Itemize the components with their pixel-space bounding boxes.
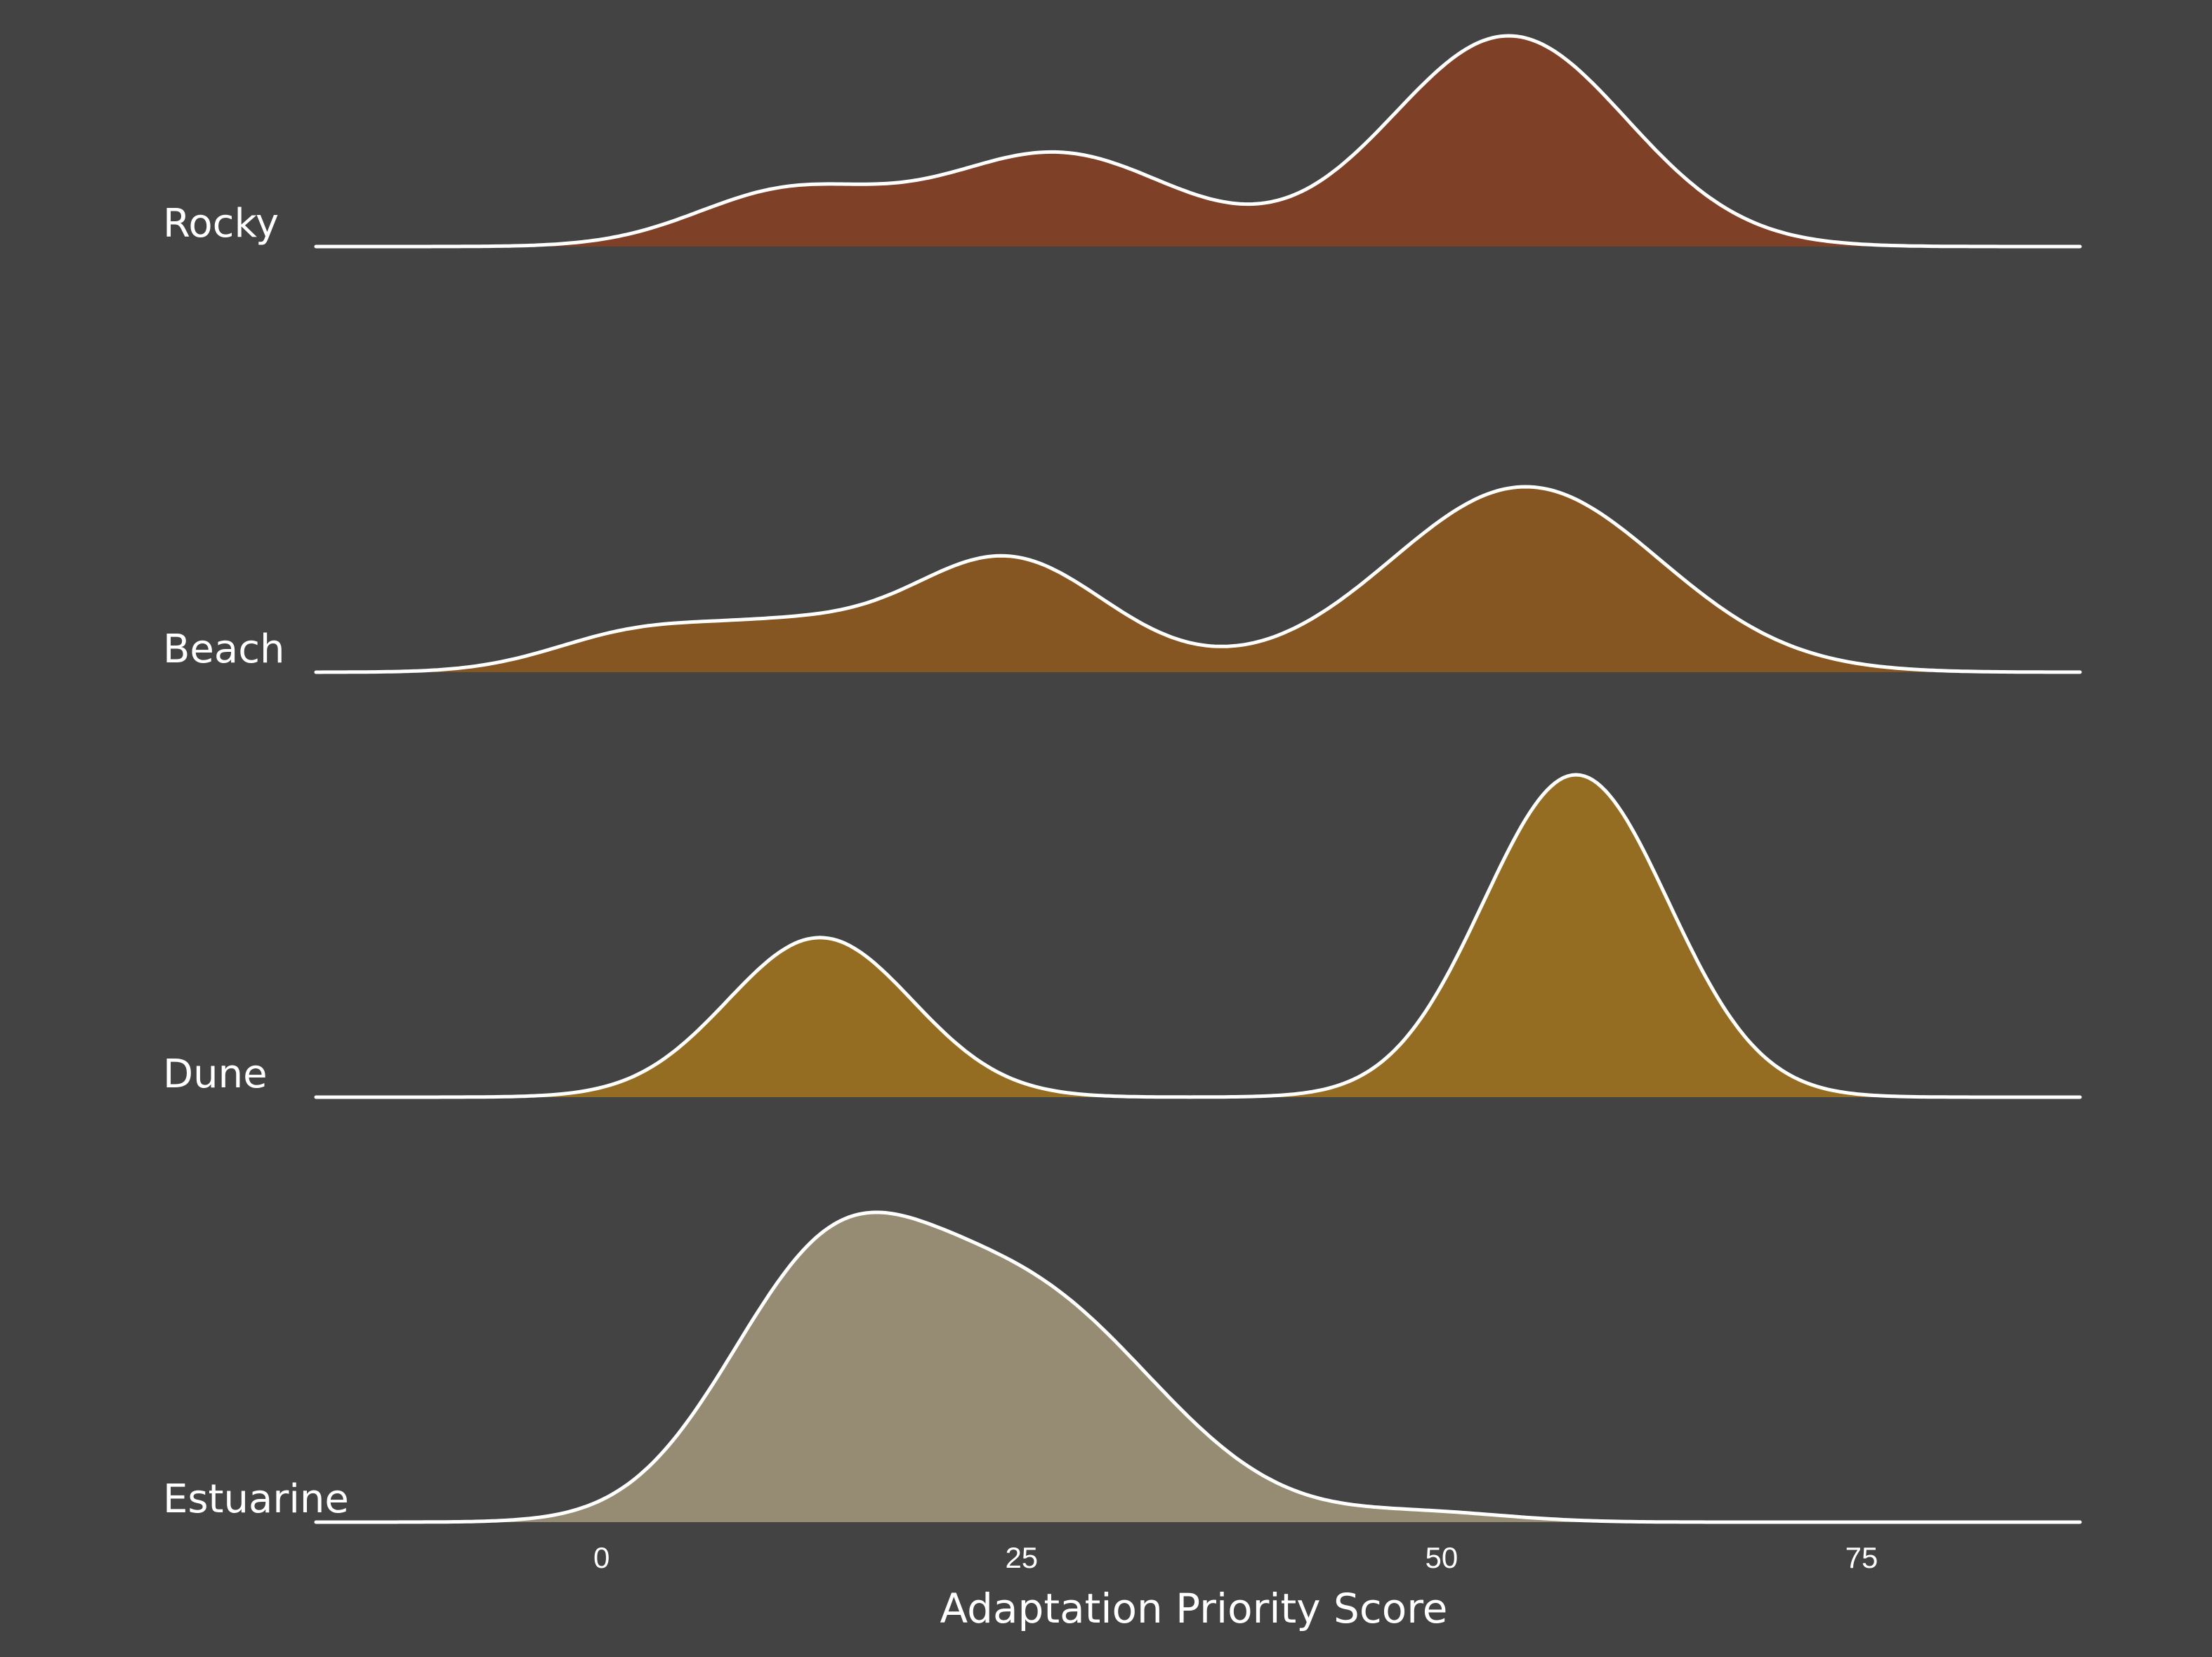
ridge-label-estuarine: Estuarine — [163, 1476, 349, 1522]
ridge-label-dune: Dune — [163, 1052, 268, 1097]
ridges: Rocky Beach Dune Estuarine — [163, 34, 2082, 1524]
x-tick-label: 75 — [1845, 1541, 1878, 1574]
ridge-area-dune — [316, 775, 2080, 1097]
x-tick-label: 25 — [1005, 1541, 1038, 1574]
ridge-outline-rocky — [314, 34, 2082, 249]
ridge-estuarine — [314, 1210, 2082, 1524]
ridge-area-beach — [316, 487, 2080, 672]
x-tick-label: 50 — [1426, 1541, 1459, 1574]
ridge-label-rocky: Rocky — [163, 201, 279, 247]
x-axis: 0 25 50 75 — [593, 1541, 1878, 1574]
ridge-area-estuarine — [316, 1212, 2080, 1522]
ridge-outline-estuarine — [314, 1210, 2082, 1524]
ridge-dune — [314, 773, 2082, 1099]
ridge-label-beach: Beach — [163, 627, 284, 672]
x-axis-title: Adaptation Priority Score — [940, 1585, 1448, 1632]
ridge-area-rocky — [316, 36, 2080, 247]
ridge-outline-beach — [314, 485, 2082, 674]
ridge-beach — [314, 485, 2082, 674]
ridge-outline-dune — [314, 773, 2082, 1099]
ridge-rocky — [314, 34, 2082, 249]
x-tick-label: 0 — [593, 1541, 610, 1574]
